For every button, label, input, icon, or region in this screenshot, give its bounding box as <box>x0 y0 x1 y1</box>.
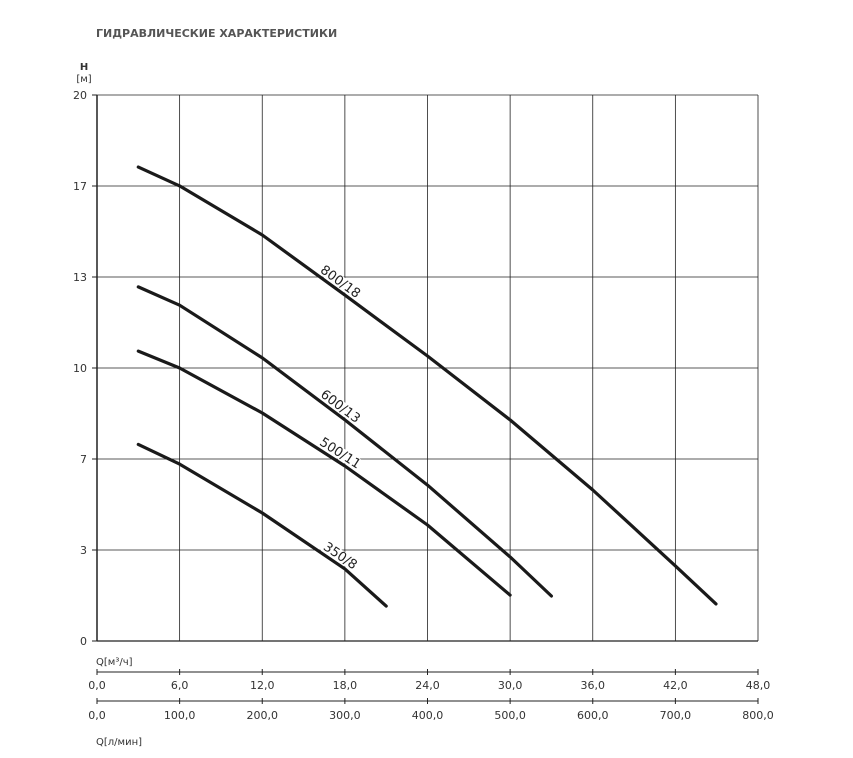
y-tick-label: 10 <box>73 362 87 375</box>
curve-label-bg <box>316 537 364 575</box>
x2-tick-label: 300,0 <box>329 709 361 722</box>
y-tick-label: 20 <box>73 89 87 102</box>
x-tick-label: 24,0 <box>415 679 440 692</box>
curve-label: 600/13 <box>317 387 363 426</box>
x-tick-label: 30,0 <box>498 679 523 692</box>
y-tick-label: 7 <box>80 453 87 466</box>
chart-title: ГИДРАВЛИЧЕСКИЕ ХАРАКТЕРИСТИКИ <box>96 27 337 40</box>
x2-axis-label: Q[л/мин] <box>96 737 142 748</box>
curve <box>136 285 553 598</box>
x2-tick-label: 600,0 <box>577 709 609 722</box>
x-tick-label: 6,0 <box>171 679 189 692</box>
y-axis-label: H <box>80 62 88 73</box>
x-tick-label: 18,0 <box>333 679 358 692</box>
x2-tick-label: 800,0 <box>742 709 774 722</box>
x-tick-label: 42,0 <box>663 679 688 692</box>
curve-label: 800/18 <box>317 263 363 302</box>
y-tick-label: 0 <box>80 635 87 648</box>
y-tick-label: 13 <box>73 271 87 284</box>
curve-label-bg <box>316 435 364 472</box>
y-tick-label: 3 <box>80 544 87 557</box>
x-tick-label: 12,0 <box>250 679 275 692</box>
curve <box>136 165 718 606</box>
x2-tick-label: 200,0 <box>247 709 279 722</box>
x-tick-label: 48,0 <box>746 679 771 692</box>
x-axis-label: Q[м³/ч] <box>96 657 133 668</box>
x2-tick-label: 700,0 <box>660 709 692 722</box>
curve-label-bg <box>317 262 364 301</box>
y-tick-label: 17 <box>73 180 87 193</box>
curve <box>136 442 388 608</box>
x2-tick-label: 0,0 <box>88 709 106 722</box>
x-tick-label: 36,0 <box>581 679 606 692</box>
x-tick-label: 0,0 <box>88 679 106 692</box>
y-axis-unit: [м] <box>76 74 91 85</box>
x2-tick-label: 100,0 <box>164 709 196 722</box>
x2-tick-label: 400,0 <box>412 709 444 722</box>
curve <box>136 349 512 597</box>
x2-tick-label: 500,0 <box>494 709 526 722</box>
curve-label-bg <box>317 387 364 426</box>
